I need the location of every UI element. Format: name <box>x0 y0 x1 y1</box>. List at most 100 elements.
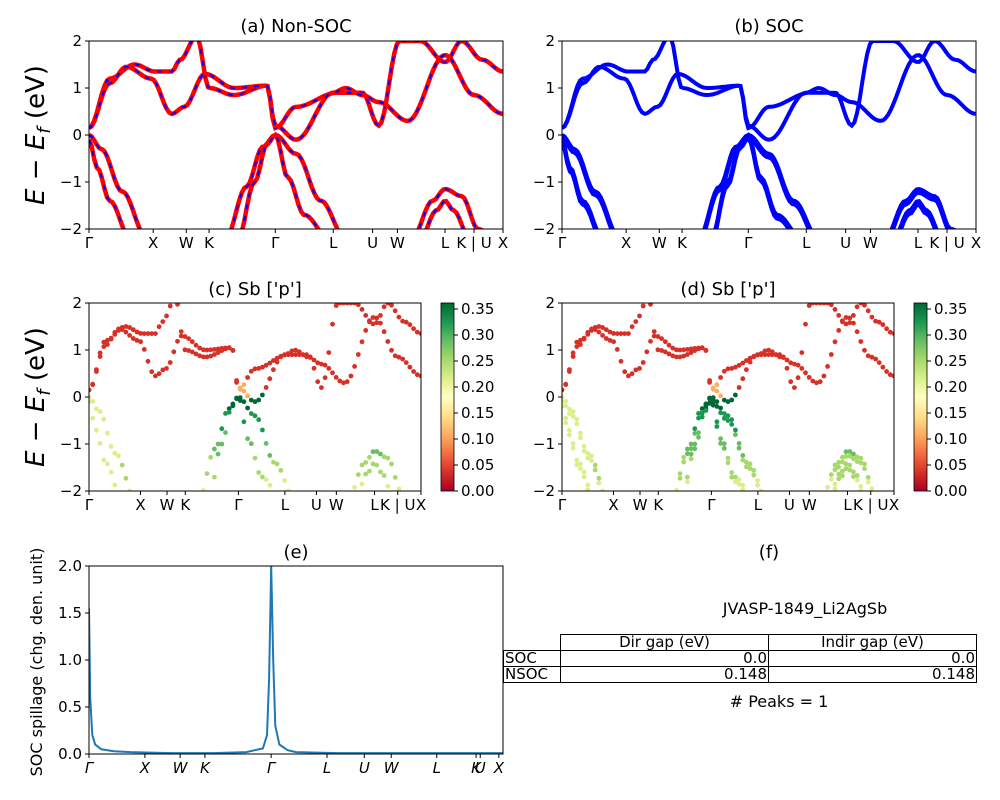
projection-point <box>563 415 569 421</box>
projection-point <box>836 313 842 318</box>
projection-point <box>729 422 735 427</box>
projection-point <box>718 410 723 416</box>
projection-point <box>197 345 203 351</box>
projection-point <box>348 303 354 306</box>
projection-point <box>226 409 232 415</box>
x-tick-label: U <box>784 496 795 514</box>
projection-point <box>407 322 413 328</box>
header-dir-gap: Dir gap (eV) <box>560 634 769 651</box>
projection-point <box>164 366 169 371</box>
projection-point <box>274 355 280 361</box>
projection-point <box>699 345 705 351</box>
projection-point <box>315 360 321 366</box>
projection-point <box>256 397 262 403</box>
projection-point <box>156 371 162 377</box>
projection-point <box>725 455 731 461</box>
projection-point <box>363 328 369 333</box>
projection-point <box>840 454 845 460</box>
projection-point <box>378 320 383 326</box>
projection-point <box>567 432 572 438</box>
projection-point <box>828 303 834 308</box>
projection-point <box>847 453 853 459</box>
x-tick-label: L <box>433 759 441 777</box>
projection-point <box>840 468 845 474</box>
projection-point <box>341 380 346 386</box>
x-tick-label: Γ <box>85 759 95 777</box>
projection-point <box>367 454 372 460</box>
projection-point <box>847 315 853 321</box>
projection-point <box>843 461 849 467</box>
band-line-spin-down <box>89 41 503 130</box>
band-line-soc <box>889 187 957 229</box>
projection-point <box>97 354 103 359</box>
x-tick-label: W <box>652 234 667 252</box>
projection-point <box>681 454 687 460</box>
projection-point <box>563 403 569 409</box>
projection-point <box>836 460 842 465</box>
projection-point <box>755 478 760 483</box>
ylabel-row1: E − Ef (eV) <box>21 65 55 205</box>
projection-point <box>160 367 166 373</box>
projection-point <box>792 361 797 367</box>
colorbar-d <box>914 303 927 491</box>
x-tick-label: W <box>633 496 648 514</box>
y-tick-label: 0 <box>545 388 555 406</box>
projection-point <box>659 336 664 341</box>
projection-point <box>319 385 324 390</box>
projection-point <box>843 449 849 455</box>
projection-point <box>215 346 221 352</box>
projection-point <box>260 392 265 398</box>
projection-point <box>677 354 683 360</box>
projection-point <box>688 441 694 447</box>
projection-point <box>699 409 705 415</box>
projection-point <box>193 342 199 348</box>
projection-point <box>105 461 110 467</box>
projection-point <box>263 385 269 390</box>
projection-point <box>784 357 790 363</box>
projection-point <box>97 409 103 414</box>
projection-point <box>710 385 716 391</box>
projection-point <box>714 419 720 425</box>
projection-point <box>891 373 894 379</box>
band-line-soc <box>897 199 939 229</box>
projection-point <box>677 347 683 353</box>
colorbar-tick-label: 0.20 <box>934 378 967 396</box>
projection-point <box>744 358 749 363</box>
projection-point <box>674 347 679 353</box>
projection-point <box>692 441 698 447</box>
x-tick-label: Γ <box>558 496 567 514</box>
projection-point <box>891 331 894 336</box>
projection-point <box>245 436 251 442</box>
projection-point <box>156 324 162 330</box>
projection-point <box>311 357 317 363</box>
projection-point <box>578 466 583 471</box>
x-tick-label: W <box>173 759 189 777</box>
x-tick-label: L <box>370 496 379 514</box>
projection-point <box>858 488 864 491</box>
colorbar-c-frame <box>440 302 455 492</box>
projection-point <box>101 457 107 463</box>
projection-point <box>629 324 635 330</box>
projection-point <box>223 430 228 435</box>
projection-point <box>141 347 147 352</box>
projection-point <box>153 373 158 379</box>
x-tick-label: Γ <box>85 234 94 252</box>
projection-point <box>212 474 217 480</box>
projection-point <box>721 441 727 447</box>
projection-point <box>733 474 738 480</box>
projection-point <box>101 416 107 422</box>
projection-point <box>381 304 387 310</box>
projection-point <box>108 336 114 342</box>
projection-point <box>729 397 735 403</box>
projection-point <box>330 370 335 376</box>
projection-point <box>825 303 830 306</box>
projection-point <box>370 461 376 467</box>
projection-point <box>677 475 683 481</box>
projection-point <box>644 349 650 355</box>
projection-point <box>744 367 749 373</box>
projection-point <box>618 331 624 336</box>
x-tick-label: K | U <box>456 234 491 252</box>
projection-point <box>847 449 853 454</box>
ylabel-c: E − Ef (eV) <box>21 327 55 467</box>
